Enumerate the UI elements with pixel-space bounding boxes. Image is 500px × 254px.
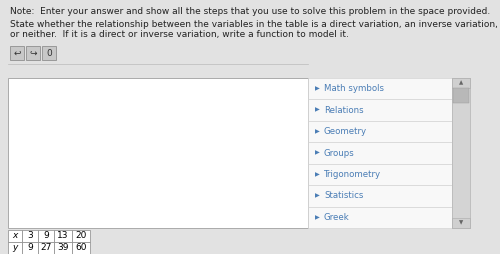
Text: ▼: ▼ [459,220,463,226]
Text: State whether the relationship between the variables in the table is a direct va: State whether the relationship between t… [10,20,498,29]
Bar [22,230,38,242]
Text: 39: 39 [57,244,69,252]
Bar [8,230,22,242]
Text: Groups: Groups [324,149,355,157]
Text: or neither.  If it is a direct or inverse variation, write a function to model i: or neither. If it is a direct or inverse… [10,30,349,39]
Text: x: x [12,231,18,241]
Text: ▶: ▶ [315,108,320,113]
Text: ▶: ▶ [315,172,320,177]
Text: 9: 9 [43,231,49,241]
Text: 60: 60 [75,244,87,252]
Text: Math symbols: Math symbols [324,84,384,93]
Bar [452,78,470,88]
Bar [308,185,452,207]
Bar [453,88,469,103]
Bar [8,78,308,228]
Text: 0: 0 [46,49,52,57]
Bar [72,242,90,254]
Text: 3: 3 [27,231,33,241]
Text: Geometry: Geometry [324,127,367,136]
Text: Trigonometry: Trigonometry [324,170,381,179]
Text: 9: 9 [27,244,33,252]
Text: 13: 13 [57,231,69,241]
Text: ↩: ↩ [13,49,21,57]
Text: Statistics: Statistics [324,191,364,200]
Bar [10,46,24,60]
Text: 20: 20 [76,231,86,241]
Text: y: y [12,244,18,252]
Text: Relations: Relations [324,106,364,115]
Bar [54,242,72,254]
Text: 27: 27 [40,244,52,252]
Bar [26,46,40,60]
Bar [38,230,54,242]
Bar [308,78,452,99]
Bar [72,230,90,242]
Bar [42,46,56,60]
Bar [452,78,470,228]
Bar [308,142,452,164]
Text: ▶: ▶ [315,215,320,220]
Text: ▶: ▶ [315,86,320,91]
Text: ↪: ↪ [29,49,37,57]
Bar [308,164,452,185]
Text: ▲: ▲ [459,81,463,86]
Text: ▶: ▶ [315,129,320,134]
Text: Greek: Greek [324,213,350,222]
Bar [452,218,470,228]
Bar [308,207,452,228]
Bar [308,121,452,142]
Text: ▶: ▶ [315,193,320,198]
Bar [22,242,38,254]
Bar [38,242,54,254]
Text: Note:  Enter your answer and show all the steps that you use to solve this probl: Note: Enter your answer and show all the… [10,7,490,16]
Text: ▶: ▶ [315,151,320,155]
Bar [8,242,22,254]
Bar [54,230,72,242]
Bar [308,99,452,121]
